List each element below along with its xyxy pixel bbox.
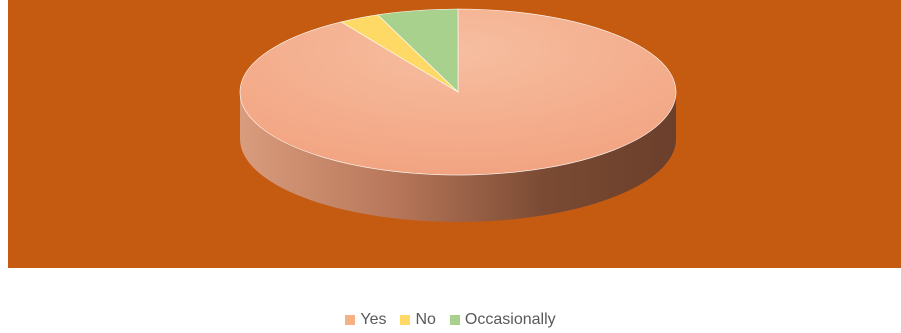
plot-area <box>8 0 901 268</box>
legend-label-occasionally: Occasionally <box>464 311 556 328</box>
legend-item-no: No <box>400 311 436 329</box>
legend-swatch-occasionally <box>449 315 460 325</box>
legend-item-occasionally: Occasionally <box>449 311 556 329</box>
legend-swatch-yes <box>345 315 356 325</box>
legend-label-yes: Yes <box>360 311 387 328</box>
legend-swatch-no <box>400 315 411 325</box>
legend-item-yes: Yes <box>345 311 386 329</box>
legend-label-no: No <box>415 311 436 328</box>
legend: Yes No Occasionally <box>0 308 901 332</box>
pie-group <box>239 8 677 222</box>
pie-slice-occasionally <box>377 8 459 93</box>
pie-chart <box>8 0 901 268</box>
pie-side-wall <box>240 92 676 222</box>
